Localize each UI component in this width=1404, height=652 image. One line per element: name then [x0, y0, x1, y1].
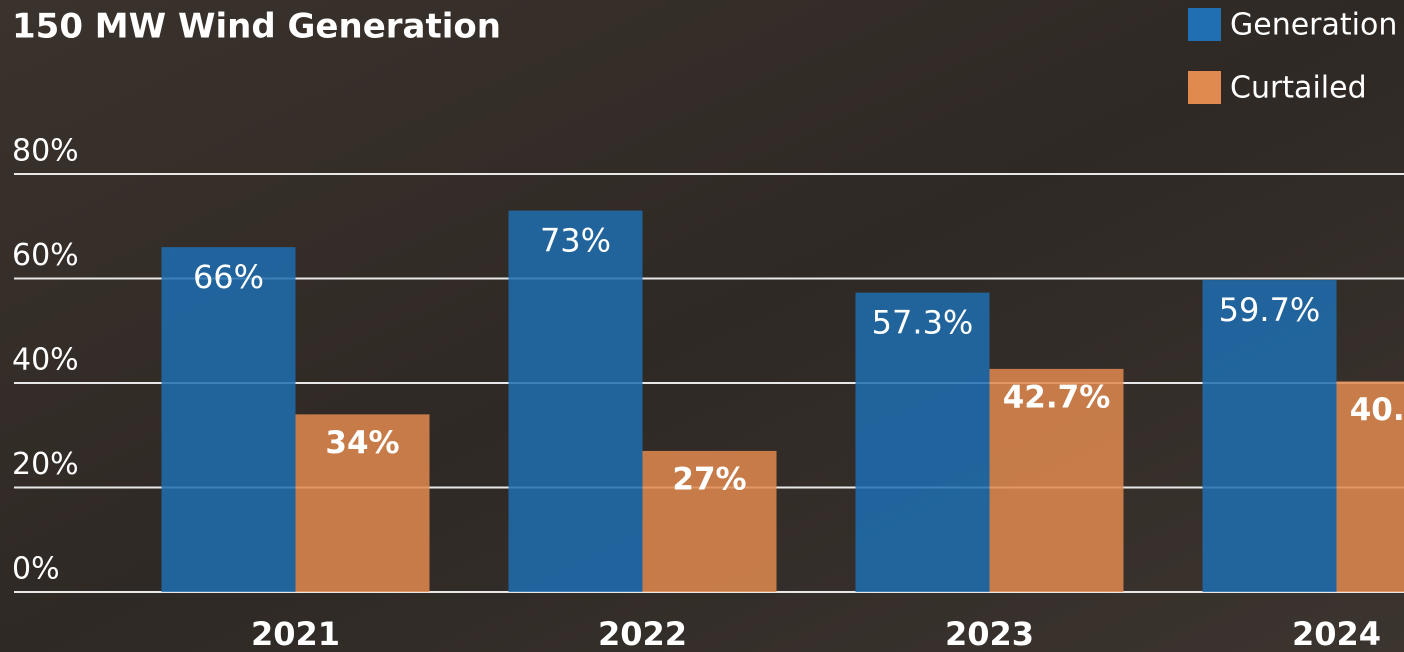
y-tick-label: 40%	[12, 343, 79, 378]
bar	[1202, 280, 1337, 592]
y-tick-label: 20%	[12, 447, 79, 482]
y-tick-label: 80%	[12, 134, 79, 169]
y-tick-label: 0%	[12, 552, 60, 587]
generation-label: 73%	[540, 222, 611, 260]
curtailed-label: 40.3%	[1350, 392, 1404, 428]
x-tick-label: 2022	[598, 615, 687, 652]
curtailed-label: 34%	[325, 425, 399, 461]
bar	[508, 210, 643, 592]
curtailed-label: 42.7%	[1003, 379, 1111, 415]
y-tick-label: 60%	[12, 238, 79, 273]
x-tick-label: 2023	[945, 615, 1034, 652]
legend-label: Curtailed	[1230, 71, 1367, 106]
bar	[295, 414, 430, 592]
legend-swatch	[1188, 71, 1221, 104]
chart-title: 150 MW Wind Generation	[12, 7, 501, 47]
legend-label: Generation	[1230, 8, 1397, 43]
bar	[161, 247, 296, 592]
generation-label: 57.3%	[872, 304, 974, 342]
legend-swatch	[1188, 8, 1221, 41]
x-tick-label: 2024	[1292, 615, 1381, 652]
bar	[1336, 381, 1404, 592]
generation-label: 66%	[193, 258, 264, 296]
bar	[989, 368, 1124, 592]
bar	[855, 292, 990, 592]
generation-label: 59.7%	[1219, 291, 1321, 329]
x-tick-label: 2021	[251, 615, 340, 652]
bar	[642, 450, 777, 592]
curtailed-label: 27%	[672, 461, 746, 497]
